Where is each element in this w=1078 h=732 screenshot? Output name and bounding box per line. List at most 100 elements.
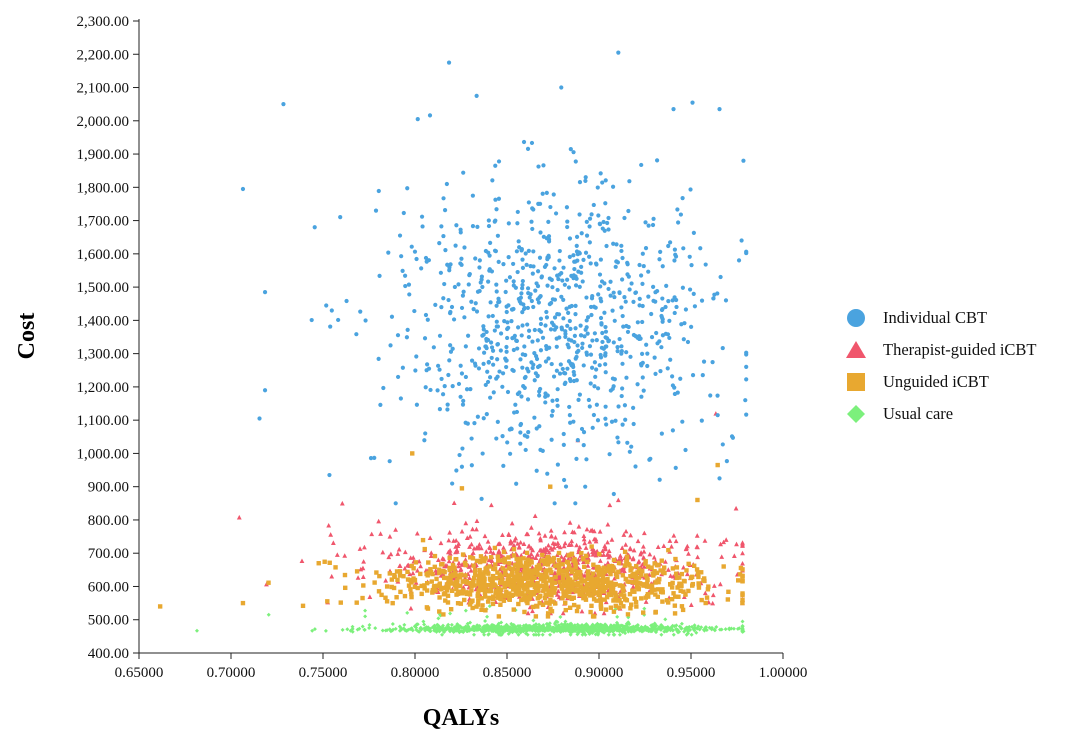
individual-cbt-point (495, 357, 500, 362)
unguided-icbt-point (387, 571, 392, 576)
unguided-icbt-point (489, 583, 494, 588)
unguided-icbt-point (512, 574, 517, 580)
individual-cbt-point (660, 296, 665, 301)
individual-cbt-point (595, 418, 601, 423)
therapist-guided-icbt-point (357, 546, 363, 551)
individual-cbt-point (462, 315, 467, 320)
individual-cbt-point (607, 452, 612, 457)
individual-cbt-point (549, 361, 554, 367)
therapist-guided-icbt-point (526, 543, 532, 549)
legend-label: Usual care (883, 404, 954, 423)
unguided-icbt-point (446, 576, 452, 582)
legend-label: Individual CBT (883, 308, 988, 327)
unguided-icbt-point (517, 587, 522, 592)
individual-cbt-point (651, 298, 656, 303)
individual-cbt-point (489, 340, 494, 345)
individual-cbt-point (537, 424, 542, 429)
unguided-icbt-point (437, 609, 442, 614)
unguided-icbt-point (428, 567, 433, 572)
individual-cbt-point (452, 284, 457, 290)
therapist-guided-icbt-point (476, 544, 481, 550)
individual-cbt-point (645, 363, 650, 369)
individual-cbt-point (504, 278, 509, 283)
individual-cbt-point (470, 193, 475, 198)
unguided-icbt-point (479, 607, 484, 613)
individual-cbt-point (608, 388, 613, 393)
usual-care-point (390, 622, 395, 627)
individual-cbt-point (689, 262, 694, 268)
usual-care-point (194, 628, 199, 633)
therapist-guided-icbt-point (533, 555, 539, 561)
unguided-icbt-point (487, 595, 492, 601)
unguided-icbt-point (509, 570, 515, 576)
individual-cbt-point (598, 257, 603, 262)
unguided-icbt-point (485, 588, 490, 594)
individual-cbt-point (505, 440, 510, 445)
unguided-icbt-point (493, 591, 498, 596)
individual-cbt-point (566, 310, 571, 315)
unguided-icbt-point (706, 584, 711, 589)
therapist-guided-icbt-point (408, 605, 414, 611)
unguided-icbt-point (559, 586, 564, 591)
therapist-guided-icbt-point (508, 538, 514, 544)
individual-cbt-point (486, 218, 491, 223)
individual-cbt-point (598, 355, 604, 360)
unguided-icbt-point (448, 607, 454, 612)
individual-cbt-point (438, 270, 443, 275)
usual-care-point (425, 627, 430, 632)
individual-cbt-point (492, 328, 497, 333)
unguided-icbt-point (507, 561, 512, 566)
unguided-icbt-point (376, 589, 382, 594)
individual-cbt-point (623, 299, 628, 304)
unguided-icbt-point (643, 561, 648, 566)
unguided-icbt-point (593, 579, 599, 584)
usual-care-point (414, 625, 419, 630)
individual-cbt-point (574, 350, 580, 355)
unguided-icbt-point (566, 553, 571, 558)
individual-cbt-point (564, 306, 569, 311)
individual-cbt-point (602, 281, 607, 286)
therapist-guided-icbt-point (740, 560, 745, 566)
unguided-icbt-point (473, 571, 478, 576)
usual-care-point (679, 626, 684, 631)
unguided-icbt-point (354, 600, 359, 605)
individual-cbt-point (622, 403, 628, 408)
unguided-icbt-point (468, 555, 473, 560)
therapist-guided-icbt-point (488, 549, 494, 554)
unguided-icbt-point (659, 558, 664, 563)
unguided-icbt-point (590, 614, 596, 619)
usual-care-point (418, 626, 423, 631)
individual-cbt-point (573, 326, 578, 331)
unguided-icbt-point (540, 552, 545, 558)
y-tick-label: 2,000.00 (77, 114, 130, 130)
usual-care-point (422, 622, 427, 627)
unguided-icbt-point (568, 577, 573, 582)
individual-cbt-point (561, 265, 566, 270)
y-tick-label: 1,200.00 (77, 380, 130, 396)
usual-care-point (566, 628, 571, 633)
y-tick-label: 1,400.00 (77, 313, 130, 329)
unguided-icbt-point (560, 573, 566, 578)
therapist-guided-icbt-point (405, 562, 411, 568)
individual-cbt-point (435, 388, 440, 393)
usual-care-point (471, 632, 476, 637)
usual-care-point (535, 629, 540, 634)
individual-cbt-point (555, 387, 560, 392)
unguided-icbt-point (561, 589, 566, 594)
individual-cbt-point (448, 349, 454, 354)
unguided-icbt-point (316, 561, 321, 566)
unguided-icbt-point (634, 576, 639, 582)
individual-cbt-point (619, 344, 624, 349)
unguided-icbt-point (410, 451, 415, 456)
therapist-guided-icbt-point (566, 542, 572, 547)
unguided-icbt-point (479, 576, 484, 581)
unguided-icbt-point (622, 549, 628, 555)
unguided-icbt-point (586, 569, 591, 574)
usual-care-point (597, 627, 602, 632)
unguided-icbt-point (585, 559, 590, 564)
individual-cbt-point (672, 258, 677, 263)
therapist-guided-icbt-point (518, 539, 524, 545)
unguided-icbt-point (343, 585, 348, 591)
therapist-guided-icbt-point (402, 565, 408, 571)
unguided-icbt-point (652, 569, 657, 574)
